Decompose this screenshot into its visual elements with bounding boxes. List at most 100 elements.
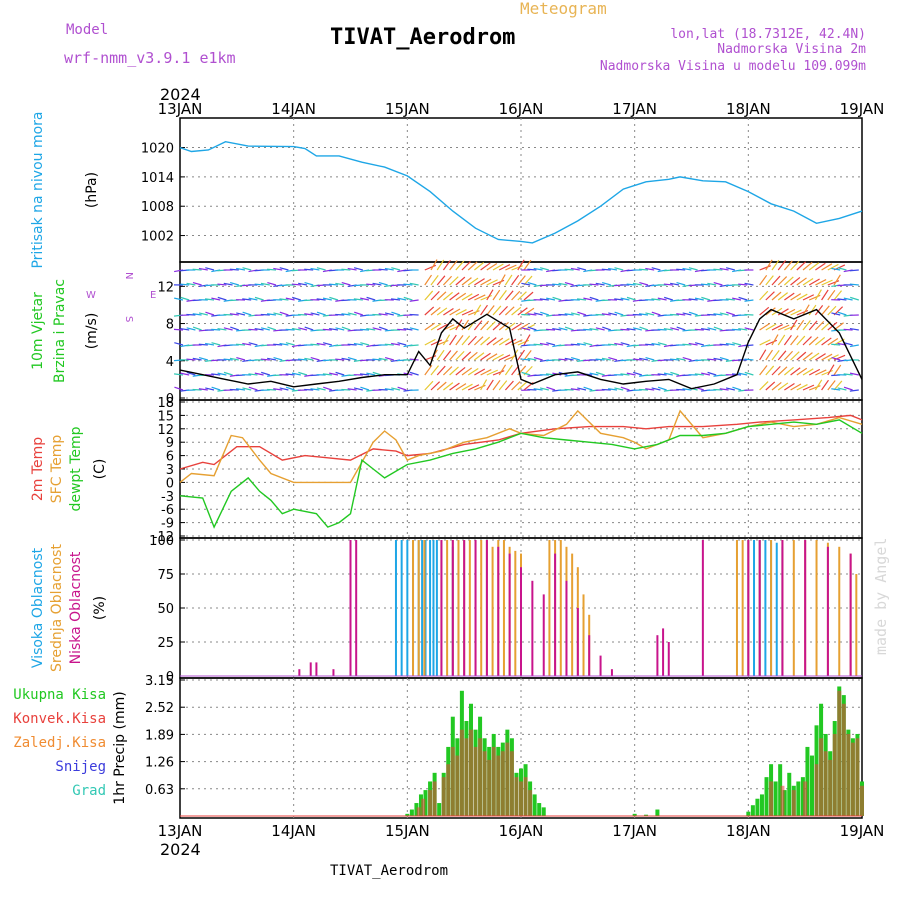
wind-arrow [796, 335, 806, 346]
wind-arrow [595, 371, 605, 376]
wind-arrow [174, 342, 184, 346]
wind-arrow [372, 327, 382, 331]
wind-arrow [492, 353, 504, 361]
wind-arrow [577, 342, 587, 346]
wind-arrow [409, 371, 419, 376]
wind-arrow [236, 267, 246, 271]
bar-precip-1 [837, 690, 842, 816]
wind-arrow [173, 328, 184, 331]
wind-arrow [843, 342, 853, 346]
wind-arrow [242, 311, 252, 316]
wind-arrow [266, 268, 277, 271]
bar-clouds-2 [599, 655, 602, 676]
wind-arrow [583, 342, 593, 346]
bar-clouds-2 [588, 635, 591, 676]
y-tick-label: 0 [166, 476, 174, 491]
x-tick-label: 14JAN [271, 822, 316, 840]
wind-arrow [198, 343, 208, 346]
bar-clouds-2 [508, 553, 511, 676]
wind-arrow [759, 306, 770, 316]
bar-clouds-2 [667, 642, 670, 676]
wind-arrow [663, 283, 673, 286]
wind-arrow [449, 324, 461, 331]
y-tick-label: 1.26 [145, 756, 174, 771]
wind-arrow [726, 311, 735, 316]
wind-arrow [442, 275, 453, 286]
bar-precip-1 [446, 764, 451, 816]
wind-arrow [676, 357, 686, 361]
series-line-pressure-0 [179, 140, 863, 244]
bar-precip-0 [773, 781, 778, 816]
wind-arrow [759, 339, 771, 346]
y-tick-label: 3.15 [145, 674, 174, 689]
wind-arrow [784, 292, 795, 301]
wind-arrow [707, 358, 717, 361]
bar-clouds-1 [792, 540, 795, 676]
bar-clouds-1 [838, 546, 841, 676]
bar-clouds-2 [554, 553, 557, 676]
bar-precip-1 [450, 746, 455, 816]
wind-arrow [577, 387, 587, 391]
y-tick-label: 1014 [141, 171, 174, 186]
y-tick-label: -9 [161, 517, 174, 532]
wind-arrow [316, 342, 326, 346]
precip-legend-item: Konvek.Kisa [13, 711, 106, 727]
wind-arrow [796, 293, 808, 301]
wind-arrow [771, 324, 783, 331]
bar-precip-1 [860, 785, 864, 816]
wind-arrow [783, 334, 792, 346]
bar-precip-0 [759, 794, 764, 816]
wind-arrow [498, 274, 506, 286]
wind-arrow [505, 354, 517, 361]
wind-arrow [360, 297, 370, 301]
wind-arrow [461, 367, 473, 376]
wind-arrow [430, 290, 440, 301]
wind-arrow [815, 279, 827, 286]
wind-arrow [279, 267, 289, 271]
wind-arrow [372, 282, 382, 286]
wind-arrow [595, 282, 605, 286]
wind-arrow [223, 282, 233, 286]
wind-arrow [719, 356, 729, 361]
bar-clouds-2 [804, 540, 807, 676]
wind-arrow [682, 312, 692, 316]
wind-arrow [443, 291, 453, 301]
y-axis-label: 2m Temp [30, 437, 46, 501]
wind-arrow [808, 304, 817, 316]
wind-arrow [731, 328, 742, 331]
wind-arrow [713, 281, 723, 286]
wind-arrow [461, 351, 472, 361]
bar-precip-1 [455, 755, 460, 816]
wind-arrow [430, 381, 441, 391]
wind-arrow [360, 386, 370, 391]
bar-precip-0 [644, 814, 649, 816]
wind-arrow [498, 364, 507, 376]
wind-arrow [796, 384, 808, 391]
bar-precip-1 [487, 759, 492, 816]
bar-clouds-2 [747, 540, 750, 676]
wind-arrow [833, 380, 843, 391]
wind-arrow [424, 322, 435, 331]
wind-arrow [521, 371, 531, 376]
x-tick-label: 13JAN [158, 822, 203, 840]
wind-arrow [651, 267, 661, 271]
wind-arrow [632, 327, 642, 331]
wind-arrow [486, 369, 499, 376]
wind-arrow [461, 309, 474, 316]
wind-arrow [577, 311, 587, 316]
wind-arrow [601, 357, 611, 361]
wind-arrow [552, 296, 562, 301]
wind-arrow [589, 283, 599, 286]
wind-arrow [784, 308, 796, 316]
wind-arrow [732, 297, 742, 301]
wind-arrow [424, 355, 437, 361]
bar-clouds-0 [394, 540, 397, 676]
wind-arrow [837, 387, 847, 391]
wind-arrow [694, 342, 704, 346]
wind-arrow [511, 274, 520, 286]
wind-arrow [539, 267, 549, 271]
wind-arrow [378, 268, 388, 271]
wind-arrow [316, 267, 326, 271]
wind-arrow [843, 297, 853, 301]
wind-arrow [771, 259, 780, 271]
